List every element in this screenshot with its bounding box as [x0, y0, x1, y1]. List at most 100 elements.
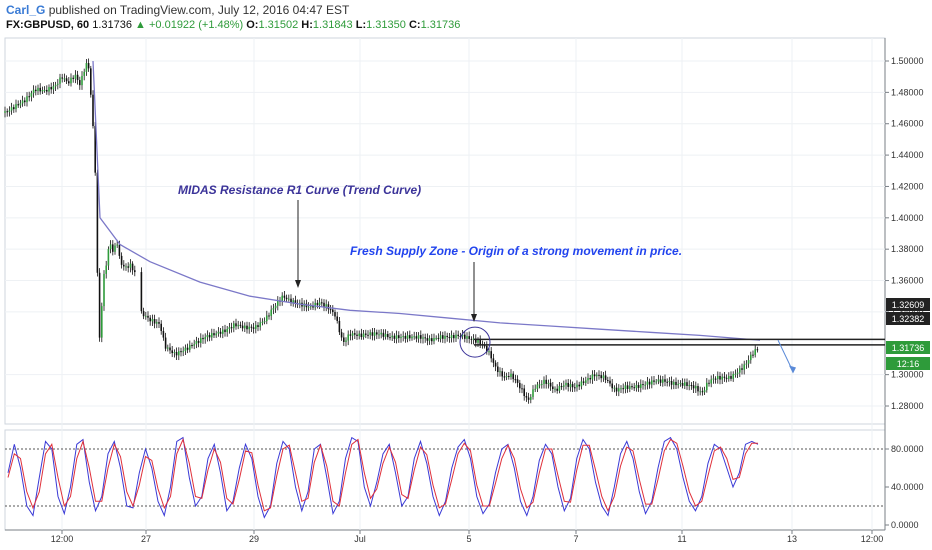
- candle-body: [611, 383, 613, 389]
- candle-body: [54, 84, 57, 87]
- candle-body: [558, 386, 561, 391]
- candle-body: [695, 386, 697, 389]
- midas-annotation-arrowhead: [295, 280, 301, 288]
- candle-body: [164, 337, 167, 349]
- candle-body: [261, 321, 264, 323]
- candle-body: [633, 387, 635, 389]
- candles: [4, 58, 759, 404]
- candle-body: [457, 334, 459, 337]
- candle-body: [677, 383, 679, 386]
- candle-body: [87, 63, 90, 69]
- candle-body: [362, 333, 365, 338]
- candle-body: [587, 378, 589, 381]
- candle-body: [435, 337, 437, 339]
- candle-body: [739, 368, 741, 373]
- price-pane-frame: [4, 37, 886, 425]
- price-tag-label: 1.31736: [892, 343, 925, 353]
- candle-body: [226, 329, 228, 333]
- candle-body: [340, 332, 343, 338]
- candle-body: [204, 337, 206, 340]
- candle-body: [519, 382, 521, 389]
- supply-zone-annotation: Fresh Supply Zone - Origin of a strong m…: [350, 244, 682, 258]
- candle-body: [37, 87, 39, 92]
- open-value: 1.31502: [258, 19, 299, 31]
- candle-body: [274, 305, 277, 309]
- candle-body: [582, 381, 585, 383]
- candle-body: [28, 96, 30, 98]
- publish-info: published on TradingView.com, July 12, 2…: [48, 3, 350, 17]
- candle-body: [332, 309, 334, 313]
- candle-body: [664, 379, 666, 382]
- time-tick-label: Jul: [354, 534, 366, 544]
- candle-body: [125, 266, 127, 268]
- candle-body: [523, 388, 525, 396]
- stoch-axis: 80.0000 40.0000 0.0000: [885, 444, 924, 530]
- last-price: 1.31736: [92, 19, 132, 31]
- candle-body: [13, 107, 15, 110]
- price-tag-badge: [886, 341, 930, 354]
- candle-body: [706, 382, 708, 391]
- candle-body: [477, 340, 479, 343]
- candle-body: [644, 384, 646, 386]
- candle-body: [103, 273, 105, 307]
- candle-body: [41, 90, 44, 92]
- price-tag-badge: [886, 357, 930, 370]
- candle-body: [657, 379, 660, 382]
- candle-body: [389, 337, 391, 339]
- candle-body: [461, 334, 464, 337]
- price-change: +0.01922 (+1.48%): [148, 19, 244, 31]
- candle-body: [699, 391, 701, 393]
- candle-body: [224, 329, 226, 333]
- candle-body: [541, 383, 543, 385]
- candle-body: [343, 337, 345, 342]
- candle-body: [169, 347, 171, 351]
- candle-body: [147, 315, 149, 318]
- candle-body: [325, 304, 327, 307]
- author-link[interactable]: Carl_G: [6, 3, 46, 17]
- change-arrow-icon: ▲: [135, 19, 146, 31]
- candle-body: [545, 379, 547, 384]
- candle-body: [17, 104, 19, 106]
- candle-body: [670, 381, 673, 385]
- price-tag-label: 1.32382: [892, 314, 925, 324]
- candle-body: [140, 272, 143, 312]
- price-tick-label: 1.38000: [891, 244, 924, 254]
- candle-body: [563, 385, 565, 387]
- candle-body: [752, 354, 754, 356]
- candle-body: [327, 304, 330, 310]
- candle-body: [59, 77, 61, 84]
- candle-body: [208, 335, 211, 338]
- time-tick-label: 27: [141, 534, 151, 544]
- candle-body: [382, 332, 385, 337]
- candle-body: [219, 331, 222, 334]
- candle-body: [530, 396, 532, 400]
- candle-body: [98, 272, 101, 338]
- candle-body: [272, 308, 275, 310]
- candle-body: [684, 382, 686, 386]
- candle-body: [417, 335, 420, 339]
- candle-body: [567, 382, 569, 387]
- time-tick-label: 11: [677, 534, 686, 544]
- candle-body: [228, 327, 231, 330]
- candle-body: [171, 350, 173, 354]
- candle-body: [316, 302, 319, 306]
- candle-body: [329, 309, 332, 311]
- candle-body: [391, 335, 393, 338]
- supply-zone-circle: [459, 326, 491, 358]
- candle-body: [74, 74, 77, 79]
- candle-body: [239, 324, 242, 326]
- candle-body: [215, 333, 217, 336]
- candle-body: [30, 93, 33, 97]
- candle-body: [415, 336, 418, 339]
- candle-body: [613, 387, 616, 389]
- candle-body: [499, 371, 501, 373]
- candle-body: [6, 111, 8, 113]
- candle-body: [503, 376, 506, 378]
- price-axis: 1.50000 1.48000 1.46000 1.44000 1.42000 1.400…: [885, 56, 924, 411]
- projection-arrowhead: [789, 365, 796, 374]
- candle-body: [450, 335, 453, 339]
- candle-body: [609, 380, 611, 384]
- symbol-name[interactable]: FX:GBPUSD, 60: [6, 19, 90, 31]
- candle-body: [475, 338, 477, 343]
